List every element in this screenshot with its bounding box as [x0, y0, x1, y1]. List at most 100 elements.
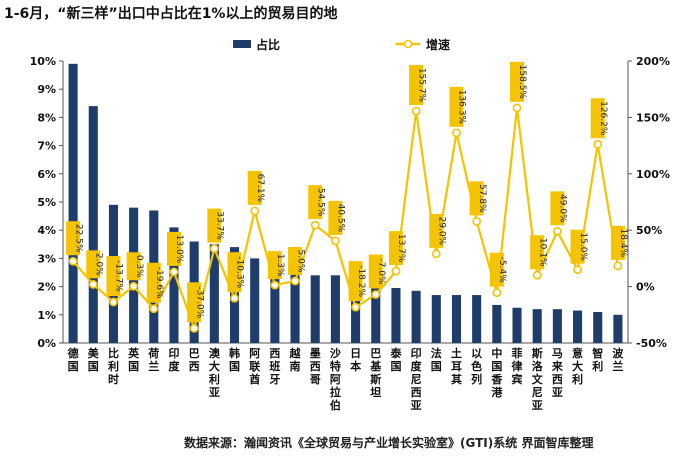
line-point: [169, 267, 179, 277]
line-point: [351, 302, 360, 312]
right-tick-label: 50%: [636, 224, 662, 237]
data-label: 1.3%: [275, 254, 285, 277]
x-tick-label: 沙特阿拉伯: [330, 347, 341, 412]
line-point: [290, 276, 300, 286]
data-label-box: [530, 235, 545, 270]
x-tick-label: 西班牙: [269, 347, 280, 386]
x-tick-label: 智利: [592, 346, 603, 373]
data-label-box: [267, 251, 282, 280]
line-point: [331, 236, 340, 246]
data-label: 13.7%: [396, 234, 406, 263]
line-point: [431, 249, 441, 259]
data-label: 18.4%: [618, 229, 628, 258]
legend-label-line: 增速: [426, 37, 450, 52]
x-tick-label: 阿联酋: [249, 346, 260, 386]
line-point: [209, 244, 219, 253]
data-label-box: [489, 252, 504, 287]
right-tick-label: 150%: [636, 111, 670, 124]
data-label: 5.0%: [295, 250, 305, 273]
bar: [68, 63, 78, 343]
x-tick-label: 德国: [67, 346, 79, 373]
x-tick-label: 越南: [289, 346, 302, 373]
line-point: [68, 256, 78, 266]
x-tick-label: 韩国: [229, 346, 240, 373]
bar: [88, 106, 98, 344]
x-tick-label: 以色列: [471, 347, 482, 386]
line-point: [310, 220, 320, 230]
bar: [330, 275, 340, 343]
data-label-box: [409, 64, 424, 105]
data-label: 2.0%: [93, 253, 103, 276]
left-tick-label: 7%: [37, 140, 56, 153]
bar: [512, 307, 522, 343]
left-tick-label: 6%: [37, 168, 56, 181]
data-label-box: [449, 86, 464, 127]
data-label: -10.3%: [235, 256, 245, 288]
data-label-box: [288, 246, 303, 275]
bar: [351, 286, 361, 343]
right-tick-label: 200%: [636, 55, 670, 68]
x-axis-labels: 德国美国比利时英国荷兰印度巴西澳大利亚韩国阿联酋西班牙越南墨西哥沙特阿拉伯日本巴…: [67, 346, 625, 412]
x-tick-label: 印度尼西亚: [411, 347, 423, 412]
x-tick-label: 印度: [168, 347, 180, 373]
line-point: [88, 279, 98, 289]
line-point: [613, 261, 623, 271]
line-point: [109, 297, 118, 307]
data-label: -19.6%: [154, 267, 164, 299]
x-tick-label: 土耳其: [451, 346, 462, 386]
bar: [209, 244, 219, 343]
data-label-box: [590, 98, 605, 139]
chart-title: 1-6月，“新三样”出口中占比在1%以上的贸易目的地: [4, 6, 338, 22]
line-point: [411, 106, 421, 116]
bar: [391, 288, 401, 343]
data-label: 158.5%: [517, 65, 527, 100]
bar: [290, 261, 300, 343]
right-tick-label: 100%: [636, 168, 670, 181]
x-tick-label: 荷兰: [147, 346, 159, 373]
bar: [411, 290, 421, 343]
legend: 占比 增速: [233, 37, 450, 52]
data-label-box: [247, 170, 262, 205]
x-tick-label: 菲律宾: [511, 346, 523, 386]
data-label-box: [207, 208, 222, 243]
x-tick-label: 斯洛文尼亚: [532, 346, 544, 412]
x-tick-label: 美国: [88, 346, 100, 373]
left-tick-label: 5%: [37, 196, 56, 209]
line-point: [270, 280, 280, 290]
data-label-box: [227, 252, 242, 293]
data-label-box: [126, 252, 141, 281]
left-tick-label: 0%: [37, 337, 56, 350]
axes: 0% 1% 2% 3% 4% 5% 6% 7% 8% 9% 10% -50% 0% 50% 100% 150%…: [30, 55, 670, 350]
bar: [532, 309, 542, 343]
data-label: -13.7%: [114, 260, 124, 292]
left-tick-label: 4%: [37, 224, 56, 237]
data-label-box: [187, 282, 202, 323]
x-tick-label: 中国香港: [490, 346, 503, 399]
data-label: 0.3%: [134, 255, 144, 278]
data-label: 155.7%: [416, 68, 426, 103]
bar: [371, 286, 381, 343]
data-label-box: [610, 225, 625, 260]
line-point: [250, 206, 260, 216]
data-label: 29.0%: [437, 217, 447, 246]
data-label: 136.3%: [457, 90, 467, 125]
bar: [169, 227, 179, 343]
x-tick-label: 意大利: [572, 346, 583, 386]
bar: [431, 295, 441, 343]
x-tick-label: 澳大利亚: [209, 346, 221, 399]
line-point: [573, 265, 582, 275]
line-point: [230, 293, 239, 303]
growth-line: [72, 106, 619, 330]
bar: [552, 309, 562, 343]
data-label: 15.0%: [578, 232, 588, 261]
data-label-box: [86, 250, 101, 279]
data-label: 10.1%: [537, 238, 547, 267]
line-point: [189, 323, 199, 333]
data-label: 57.8%: [477, 184, 487, 213]
bar: [593, 311, 603, 343]
bar: [613, 314, 623, 343]
left-tick-label: 9%: [37, 83, 56, 96]
right-tick-label: 0%: [636, 281, 655, 294]
data-label: 33.7%: [215, 211, 225, 240]
